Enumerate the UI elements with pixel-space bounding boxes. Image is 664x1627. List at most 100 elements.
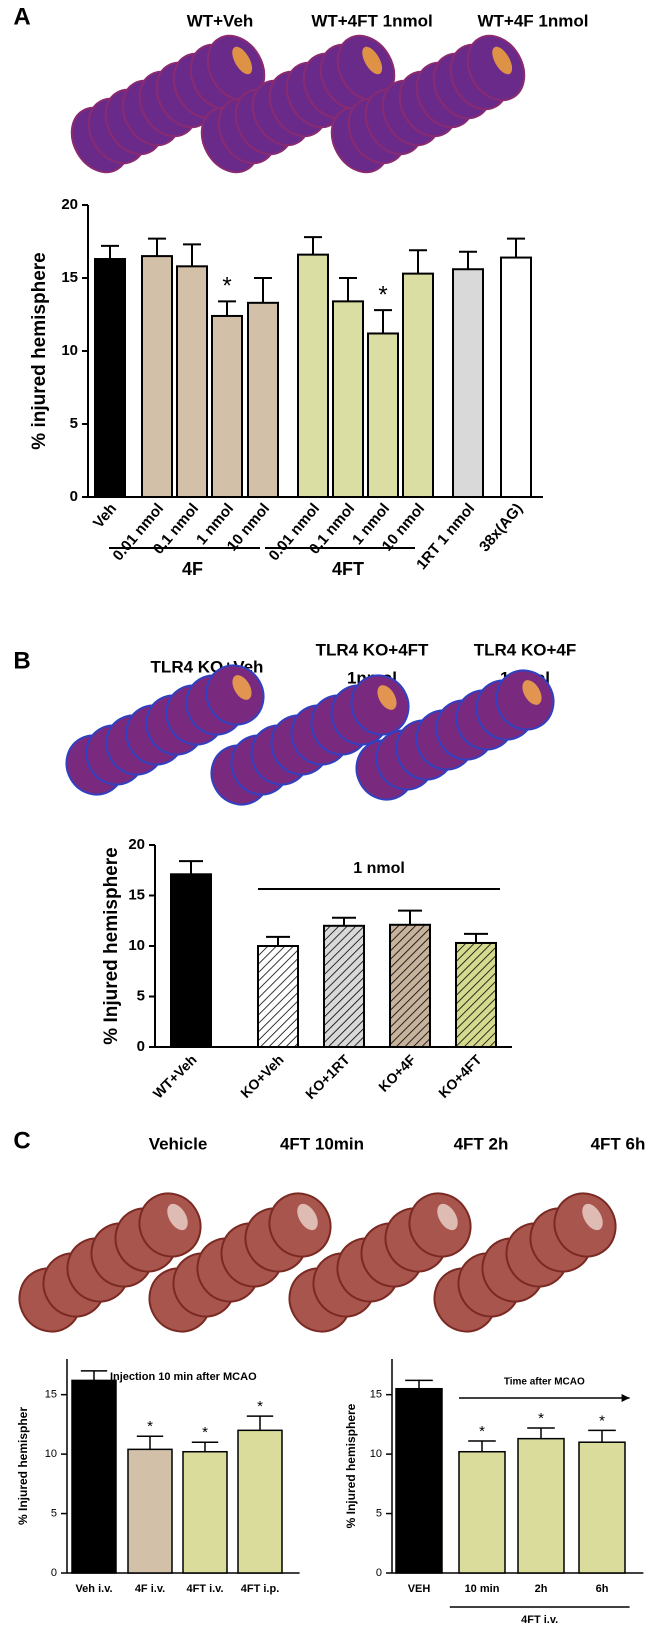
brain-image xyxy=(288,1192,472,1333)
x-tick-label: 4FT i.v. xyxy=(186,1583,223,1595)
bar xyxy=(367,332,399,499)
chart-title: Injection 10 min after MCAO xyxy=(110,1371,257,1383)
brain-slice xyxy=(495,669,555,731)
brain-slice xyxy=(205,664,265,726)
image-caption: WT+4FT 1nmol xyxy=(311,11,432,30)
arrow-head xyxy=(621,1394,630,1402)
group-label: 4FT xyxy=(332,559,364,579)
brain-slice xyxy=(138,1192,202,1258)
y-tick-label: 15 xyxy=(45,1389,57,1401)
y-tick-label: 20 xyxy=(128,836,145,853)
lesion xyxy=(232,675,252,700)
x-tick-label: Veh i.v. xyxy=(75,1583,112,1595)
significance-marker: * xyxy=(147,1418,153,1435)
y-tick-label: 5 xyxy=(70,415,78,432)
x-tick-label: KO+4FT xyxy=(435,1051,485,1101)
bar xyxy=(297,253,329,498)
bar xyxy=(247,301,279,498)
lesion xyxy=(582,1203,603,1231)
bar xyxy=(176,265,208,498)
bar xyxy=(257,945,299,1048)
y-tick-label: 0 xyxy=(376,1567,382,1579)
brain-slice xyxy=(553,1192,617,1258)
bar xyxy=(500,256,532,498)
image-caption: TLR4 KO+4F xyxy=(474,640,577,659)
y-tick-label: 10 xyxy=(45,1448,57,1460)
x-tick-label: VEH xyxy=(408,1583,431,1595)
brain-image xyxy=(70,34,266,174)
y-tick-label: 10 xyxy=(61,342,78,359)
bar xyxy=(395,1387,443,1574)
x-tick-label: WT+Veh xyxy=(150,1051,200,1101)
brain-image xyxy=(433,1192,617,1333)
y-tick-label: 0 xyxy=(137,1038,145,1055)
brain-image xyxy=(210,674,410,806)
x-tick-label: 10 min xyxy=(465,1583,500,1595)
significance-marker: * xyxy=(257,1398,263,1415)
y-tick-label: 20 xyxy=(61,196,78,213)
panel-label: A xyxy=(13,3,30,30)
image-caption: 4FT 6h xyxy=(591,1134,646,1153)
bar xyxy=(455,941,497,1048)
y-axis-label: % Injured hemisphere xyxy=(344,1403,358,1528)
x-tick-label: 4FT i.p. xyxy=(241,1583,280,1595)
bar xyxy=(578,1441,626,1574)
bar xyxy=(237,1429,283,1574)
image-caption: 4FT 10min xyxy=(280,1134,364,1153)
significance-marker: * xyxy=(378,281,387,308)
x-tick-label: KO+1RT xyxy=(302,1051,353,1102)
significance-marker: * xyxy=(479,1423,485,1440)
image-caption: WT+4F 1nmol xyxy=(478,11,589,30)
y-tick-label: 15 xyxy=(370,1389,382,1401)
x-tick-label: 38x(AG) xyxy=(476,500,526,555)
significance-marker: * xyxy=(599,1412,605,1429)
bar xyxy=(389,923,431,1048)
x-tick-label: Veh xyxy=(90,500,120,531)
x-tick-label: 4F i.v. xyxy=(135,1583,165,1595)
brain-slice xyxy=(466,34,526,102)
lesion xyxy=(362,46,383,75)
brain-image xyxy=(148,1192,332,1333)
bracket-label: Time after MCAO xyxy=(504,1377,585,1388)
x-tick-label: KO+Veh xyxy=(237,1051,287,1101)
bar xyxy=(452,268,484,498)
lesion xyxy=(437,1203,458,1231)
bar xyxy=(402,272,434,498)
significance-marker: * xyxy=(538,1410,544,1427)
image-caption: WT+Veh xyxy=(187,11,254,30)
y-tick-label: 10 xyxy=(370,1448,382,1460)
lesion xyxy=(522,680,542,705)
image-caption: TLR4 KO+4FT xyxy=(316,640,429,659)
y-tick-label: 0 xyxy=(70,488,78,505)
bar xyxy=(332,300,364,498)
bar xyxy=(458,1450,506,1574)
y-tick-label: 5 xyxy=(376,1507,382,1519)
bar xyxy=(71,1379,117,1574)
bar xyxy=(323,924,365,1048)
brain-slice xyxy=(408,1192,472,1258)
group-label: 4FT i.v. xyxy=(521,1614,558,1626)
brain-image xyxy=(18,1192,202,1333)
x-tick-label: 2h xyxy=(535,1583,548,1595)
lesion xyxy=(167,1203,188,1231)
bar xyxy=(141,255,173,498)
x-tick-label: KO+4F xyxy=(375,1051,419,1095)
brain-image xyxy=(330,34,526,174)
y-tick-label: 10 xyxy=(128,937,145,954)
lesion xyxy=(297,1203,318,1231)
lesion xyxy=(492,46,513,75)
panel-label: C xyxy=(13,1127,30,1154)
lesion xyxy=(232,46,253,75)
bar xyxy=(517,1437,565,1574)
brain-image xyxy=(355,669,555,801)
y-axis-label: % Injured hemisphere xyxy=(101,847,122,1044)
significance-marker: * xyxy=(202,1424,208,1441)
y-tick-label: 5 xyxy=(51,1507,57,1519)
significance-marker: * xyxy=(222,273,231,300)
lesion xyxy=(377,685,397,710)
brain-image xyxy=(200,34,396,174)
y-axis-label: % injured hemisphere xyxy=(29,252,50,449)
bracket-label: 1 nmol xyxy=(353,860,405,877)
